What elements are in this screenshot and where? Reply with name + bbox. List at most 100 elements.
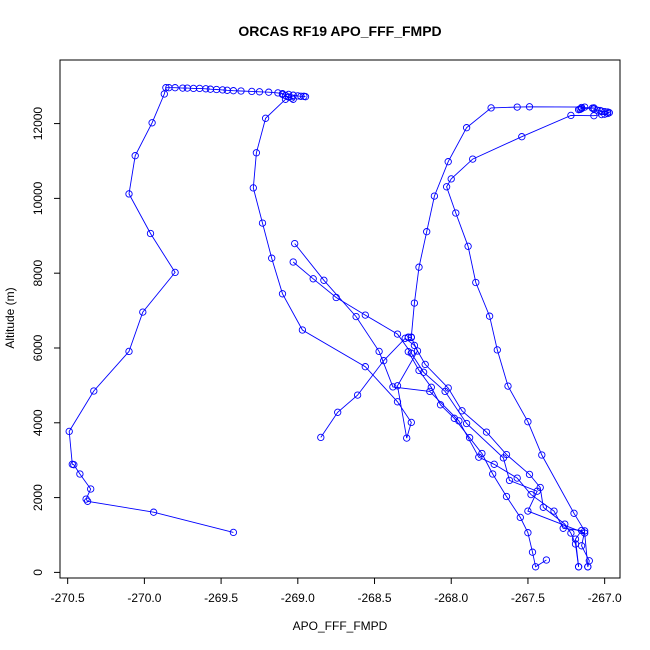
series-line [252,93,594,439]
x-tick-label: -270.0 [127,591,161,605]
data-point [574,563,583,571]
data-point [361,311,369,319]
data-point [404,348,412,356]
data-point [472,278,480,287]
data-point [597,110,606,119]
data-point [65,427,73,436]
data-point [561,520,569,528]
data-point [469,155,477,163]
data-point [352,312,360,321]
data-series [291,239,586,571]
data-point [464,242,472,250]
data-point [148,119,156,127]
data-point [570,509,578,517]
data-point [462,124,471,132]
data-point [248,87,256,96]
data-point [301,93,310,101]
data-point [278,290,287,298]
series-line [446,108,611,567]
data-point [485,312,494,320]
data-point [258,219,267,227]
data-point [444,384,452,392]
data-point [68,460,76,468]
y-axis: 0 2000 4000 6000 8000 10000 12000 [31,107,61,576]
x-axis-label: APO_FFF_FMPD [293,619,388,633]
y-tick-label: 0 [31,569,45,576]
data-point [442,183,451,191]
data-point [513,103,521,111]
data-point [601,110,609,118]
data-point [487,104,495,112]
data-point [458,407,466,415]
data-point [571,535,580,543]
series-layer [65,84,613,571]
data-point [430,192,439,200]
data-point [403,434,411,442]
data-series [249,90,598,442]
data-point [237,87,245,95]
chart-title: ORCAS RF19 APO_FFF_FMPD [238,23,441,39]
x-tick-label: -270.5 [51,591,85,605]
y-tick-label: 6000 [31,334,45,361]
data-point [478,449,486,458]
data-point [202,85,210,93]
data-point [131,152,139,160]
data-point [229,528,238,537]
data-series [442,105,613,571]
data-point [447,175,455,183]
data-point [559,524,567,532]
data-point [146,229,155,238]
data-point [542,556,551,564]
data-point [309,275,317,283]
data-series [404,348,551,571]
y-tick-label: 2000 [31,484,45,511]
data-point [502,450,511,459]
x-tick-label: -267.0 [588,591,622,605]
data-point [450,414,458,422]
data-point [462,419,471,428]
x-axis: -270.5 -270.0 -269.5 -269.0 -268.5 -268.0 -267… [51,577,622,605]
data-point [76,470,84,478]
data-point [489,470,497,478]
x-tick-label: -268.0 [434,591,468,605]
data-point [407,418,415,427]
data-point [401,334,409,342]
data-point [571,540,580,548]
data-point [171,268,179,277]
data-point [524,418,532,426]
data-point [574,106,583,114]
series-line [292,261,589,567]
data-point [577,526,586,535]
data-point [393,382,402,390]
data-point [171,84,179,92]
data-point [320,276,328,284]
data-point [482,428,491,436]
data-point [524,507,532,515]
data-point [423,228,431,236]
data-point [289,95,297,103]
data-point [502,492,511,501]
x-tick-label: -269.0 [281,591,315,605]
data-point [389,383,397,391]
data-point [538,451,546,459]
data-point [525,103,534,111]
data-point [375,347,383,356]
data-point [87,485,95,493]
data-point [452,209,460,217]
data-point [90,387,98,395]
data-point [567,111,575,120]
data-point [531,563,540,571]
data-point [334,408,342,416]
data-point [421,360,429,369]
data-point [249,184,257,192]
data-point [82,495,90,503]
data-point [525,470,534,479]
data-point [590,112,598,120]
data-point [291,239,299,248]
data-point [317,433,325,442]
data-point [162,84,170,92]
x-tick-label: -268.5 [358,591,392,605]
y-axis-label: Altitude (m) [3,287,17,348]
data-point [229,87,238,95]
data-point [415,366,423,375]
